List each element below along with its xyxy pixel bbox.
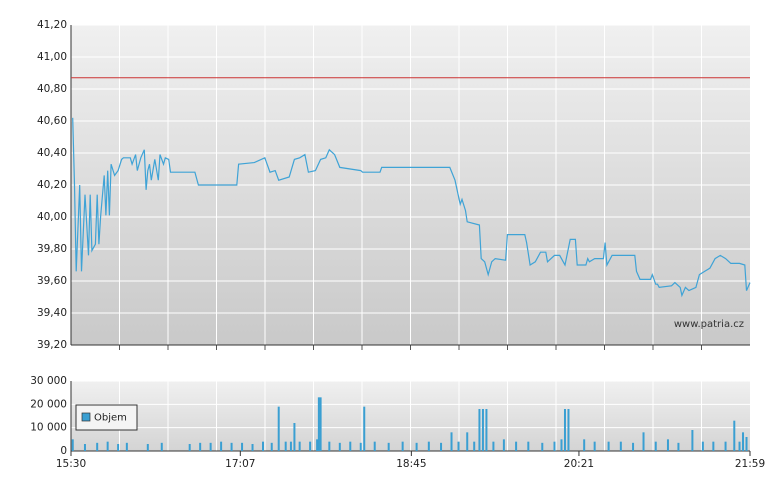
volume-bar bbox=[96, 442, 99, 451]
volume-bar bbox=[328, 441, 331, 451]
volume-bar bbox=[146, 444, 149, 451]
volume-bar bbox=[502, 439, 505, 451]
watermark: www.patria.cz bbox=[674, 319, 744, 330]
volume-bar bbox=[654, 441, 657, 451]
volume-bar bbox=[745, 437, 748, 451]
volume-bar bbox=[738, 441, 741, 451]
volume-bar bbox=[691, 430, 694, 451]
y-tick-label: 41,00 bbox=[37, 51, 67, 63]
volume-bar bbox=[349, 441, 352, 451]
y-tick-label: 0 bbox=[60, 445, 67, 457]
volume-bar bbox=[270, 442, 273, 451]
y-tick-label: 40,20 bbox=[37, 179, 67, 191]
volume-bar bbox=[293, 423, 296, 451]
y-tick-label: 39,40 bbox=[37, 307, 67, 319]
volume-bar bbox=[553, 441, 556, 451]
y-tick-label: 39,60 bbox=[37, 275, 67, 287]
y-tick-label: 30 000 bbox=[30, 375, 67, 387]
y-tick-label: 20 000 bbox=[30, 398, 67, 410]
volume-bar bbox=[666, 439, 669, 451]
volume-bar bbox=[492, 441, 495, 451]
volume-bar bbox=[440, 442, 443, 451]
volume-bar bbox=[251, 444, 254, 451]
x-tick-label: 17:07 bbox=[225, 458, 255, 470]
x-tick-label: 21:59 bbox=[735, 458, 765, 470]
volume-bar bbox=[284, 441, 287, 451]
volume-bar bbox=[199, 442, 202, 451]
volume-bar bbox=[541, 442, 544, 451]
volume-bar bbox=[481, 409, 484, 451]
volume-bar bbox=[241, 442, 244, 451]
volume-bar bbox=[642, 432, 645, 451]
volume-bar bbox=[473, 441, 476, 451]
volume-bar bbox=[363, 406, 366, 451]
volume-bar bbox=[289, 441, 292, 451]
volume-bar bbox=[515, 441, 518, 451]
volume-bar bbox=[607, 441, 610, 451]
volume-bar bbox=[373, 441, 376, 451]
x-tick-label: 15:30 bbox=[56, 458, 86, 470]
volume-bar bbox=[563, 409, 566, 451]
y-tick-label: 39,20 bbox=[37, 339, 67, 351]
volume-bar bbox=[724, 441, 727, 451]
legend-swatch bbox=[81, 412, 91, 422]
volume-bar bbox=[450, 432, 453, 451]
y-tick-label: 40,80 bbox=[37, 83, 67, 95]
volume-bar bbox=[160, 442, 163, 451]
y-tick-label: 10 000 bbox=[30, 422, 67, 434]
volume-bar bbox=[567, 409, 570, 451]
volume-bar bbox=[262, 441, 265, 451]
volume-bar bbox=[593, 441, 596, 451]
volume-bar bbox=[309, 441, 312, 451]
volume-bar bbox=[316, 439, 319, 451]
volume-bar bbox=[583, 439, 586, 451]
volume-bar bbox=[338, 442, 341, 451]
volume-bar bbox=[527, 441, 530, 451]
volume-bar bbox=[277, 406, 280, 451]
y-tick-label: 41,20 bbox=[37, 19, 67, 31]
volume-bar bbox=[560, 439, 563, 451]
volume-bar bbox=[387, 442, 390, 451]
volume-bar bbox=[298, 441, 301, 451]
x-tick-label: 20:21 bbox=[564, 458, 594, 470]
volume-bar bbox=[457, 441, 460, 451]
volume-bar bbox=[427, 441, 430, 451]
x-tick-label: 18:45 bbox=[396, 458, 426, 470]
volume-bar bbox=[83, 444, 86, 451]
chart-layer: 39,20 39,40 39,60 39,80 40,00 40,20 40,40 40,60… bbox=[30, 19, 765, 470]
volume-bar bbox=[401, 441, 404, 451]
volume-bar bbox=[106, 441, 109, 451]
y-tick-label: 40,40 bbox=[37, 147, 67, 159]
volume-bar bbox=[319, 397, 322, 451]
volume-bar bbox=[466, 432, 469, 451]
volume-bar bbox=[220, 441, 223, 451]
volume-bar bbox=[619, 441, 622, 451]
y-tick-label: 40,00 bbox=[37, 211, 67, 223]
volume-bar bbox=[125, 442, 128, 451]
volume-bar bbox=[485, 409, 488, 451]
volume-bar bbox=[209, 442, 212, 451]
volume-bar bbox=[117, 444, 120, 451]
volume-bar bbox=[677, 442, 680, 451]
volume-bar bbox=[188, 444, 191, 451]
volume-bar bbox=[359, 442, 362, 451]
volume-bar bbox=[230, 442, 233, 451]
volume-bar bbox=[742, 432, 745, 451]
volume-bar bbox=[733, 420, 736, 451]
y-tick-label: 39,80 bbox=[37, 243, 67, 255]
y-tick-label: 40,60 bbox=[37, 115, 67, 127]
legend-label: Objem bbox=[94, 413, 127, 424]
volume-bar bbox=[317, 397, 320, 451]
volume-bar bbox=[701, 441, 704, 451]
volume-bar bbox=[415, 442, 418, 451]
volume-bar bbox=[478, 409, 481, 451]
volume-bar bbox=[712, 441, 715, 451]
price-line bbox=[72, 117, 751, 298]
volume-bar bbox=[71, 439, 74, 451]
volume-bar bbox=[632, 442, 635, 451]
